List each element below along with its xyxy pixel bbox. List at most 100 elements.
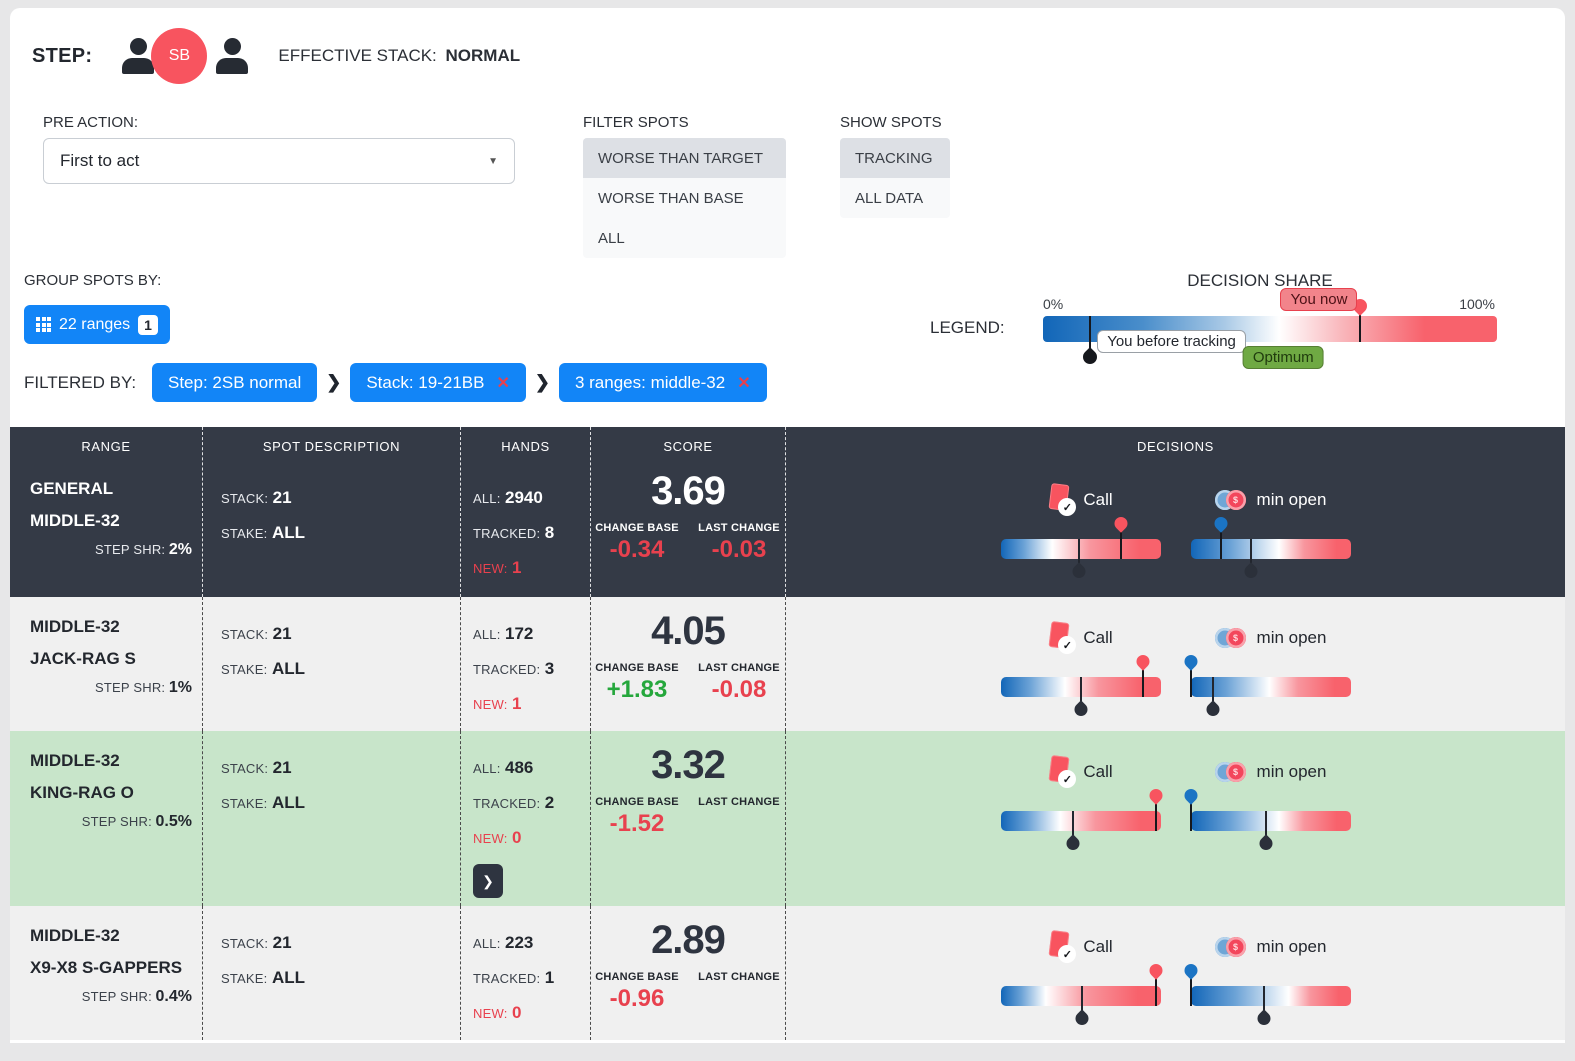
- tracked-label: TRACKED:: [473, 526, 541, 541]
- filter-chip-stack-label: Stack: 19-21BB: [366, 372, 485, 392]
- decision-share-title: DECISION SHARE: [1187, 271, 1333, 290]
- change-base-label: CHANGE BASE: [595, 662, 679, 674]
- new-value: 1: [511, 694, 522, 713]
- last-change-value: [695, 985, 783, 1013]
- change-base-label: CHANGE BASE: [595, 796, 679, 808]
- step-shr-value: 0.4%: [155, 988, 192, 1005]
- stake-value: ALL: [271, 793, 305, 812]
- stake-label: STAKE:: [221, 662, 268, 677]
- score-value: 3.69: [651, 469, 726, 513]
- call-card-icon: ✓: [1048, 483, 1077, 516]
- filter-option-worse-than-target[interactable]: WORSE THAN TARGET: [583, 138, 786, 178]
- show-spots-list: TRACKING ALL DATA: [840, 138, 950, 218]
- filter-option-all[interactable]: ALL: [598, 229, 625, 247]
- column-header-score: SCORE: [663, 439, 713, 454]
- last-change-value: -0.08: [711, 676, 767, 703]
- last-change-label: LAST CHANGE: [698, 971, 780, 983]
- filter-chip-step[interactable]: Step: 2SB normal: [152, 363, 318, 402]
- filter-option-worse-than-base[interactable]: WORSE THAN BASE: [598, 189, 744, 207]
- call-label: Call: [1083, 490, 1113, 509]
- poker-chips-icon: $: [1214, 761, 1248, 783]
- change-base-value: -1.52: [609, 810, 665, 837]
- table-row-selected[interactable]: MIDDLE-32 KING-RAG O STEP SHR: 0.5% STAC…: [10, 731, 1565, 906]
- legend-you-before-tooltip: You before tracking: [1097, 330, 1246, 353]
- group-spots-group: GROUP SPOTS BY: 22 ranges 1: [24, 272, 170, 344]
- all-label: ALL:: [473, 491, 501, 506]
- min-open-label: min open: [1256, 937, 1327, 956]
- step-shr-label: STEP SHR:: [81, 814, 152, 829]
- tracked-label: TRACKED:: [473, 796, 541, 811]
- decision-call: ✓ Call: [1000, 621, 1161, 719]
- decision-min-open: $ min open: [1190, 483, 1351, 581]
- step-shr-label: STEP SHR:: [95, 542, 166, 557]
- all-label: ALL:: [473, 627, 501, 642]
- expand-row-button[interactable]: ❯: [473, 864, 503, 898]
- filter-chip-stack[interactable]: Stack: 19-21BB ✕: [350, 363, 526, 402]
- filter-chip-step-label: Step: 2SB normal: [168, 372, 302, 392]
- score-value: 3.32: [651, 743, 726, 787]
- legend-you-now-tooltip: You now: [1280, 288, 1358, 311]
- all-label: ALL:: [473, 936, 501, 951]
- ranges-count-badge: 1: [138, 314, 158, 335]
- close-icon[interactable]: ✕: [496, 374, 510, 392]
- legend-you-before-marker: [1080, 316, 1101, 367]
- table-row[interactable]: MIDDLE-32 X9-X8 S-GAPPERS STEP SHR: 0.4%…: [10, 906, 1565, 1040]
- stake-value: ALL: [271, 968, 305, 987]
- range-name: MIDDLE-32: [30, 926, 120, 945]
- score-value: 2.89: [651, 918, 726, 962]
- ranges-group-button[interactable]: 22 ranges 1: [24, 305, 170, 344]
- decision-call: ✓ Call: [1000, 930, 1165, 1028]
- effective-stack: EFFECTIVE STACK: NORMAL: [278, 46, 520, 66]
- filter-chip-ranges[interactable]: 3 ranges: middle-32 ✕: [558, 363, 767, 402]
- stack-label: STACK:: [221, 627, 269, 642]
- spots-table: RANGE GENERAL MIDDLE-32 STEP SHR: 2% SPO…: [10, 427, 1565, 1040]
- close-icon[interactable]: ✕: [737, 374, 751, 392]
- last-change-label: LAST CHANGE: [698, 522, 780, 534]
- stake-label: STAKE:: [221, 526, 268, 541]
- tracked-value: 3: [544, 659, 555, 678]
- tracked-value: 2: [544, 793, 555, 812]
- show-option-tracking[interactable]: TRACKING: [840, 138, 950, 178]
- filtered-by-row: FILTERED BY: Step: 2SB normal ❯ Stack: 1…: [24, 363, 767, 402]
- table-row[interactable]: MIDDLE-32 JACK-RAG S STEP SHR: 1% STACK:…: [10, 597, 1565, 731]
- new-label: NEW:: [473, 697, 508, 712]
- stake-label: STAKE:: [221, 796, 268, 811]
- all-value: 486: [505, 758, 534, 777]
- new-value: 0: [511, 828, 522, 847]
- range-name: KING-RAG O: [30, 783, 134, 802]
- stake-label: STAKE:: [221, 971, 268, 986]
- last-change-value: -0.03: [711, 536, 767, 563]
- change-base-value: -0.96: [609, 985, 665, 1012]
- new-label: NEW:: [473, 1006, 508, 1021]
- min-open-share-bar: [1181, 961, 1351, 1028]
- decision-min-open: $ min open: [1181, 930, 1351, 1028]
- player-icon: [214, 38, 250, 78]
- stack-label: STACK:: [221, 936, 269, 951]
- pre-action-group: PRE ACTION: First to act ▼: [43, 114, 515, 184]
- decision-min-open: $ min open: [1181, 621, 1351, 719]
- pre-action-label: PRE ACTION:: [43, 114, 139, 131]
- chevron-right-icon: ❯: [326, 372, 342, 392]
- change-base-value: -0.34: [609, 536, 665, 563]
- step-shr-value: 1%: [168, 679, 192, 696]
- stack-label: STACK:: [221, 761, 269, 776]
- stake-value: ALL: [271, 659, 305, 678]
- new-value: 0: [511, 1003, 522, 1022]
- tracked-label: TRACKED:: [473, 662, 541, 677]
- legend-label: LEGEND:: [930, 318, 1005, 337]
- stack-value: 21: [272, 624, 292, 643]
- filter-spots-list: WORSE THAN TARGET WORSE THAN BASE ALL: [583, 138, 786, 258]
- step-shr-label: STEP SHR:: [95, 680, 166, 695]
- table-position-selector[interactable]: SB: [120, 26, 250, 86]
- chevron-right-icon: ❯: [534, 372, 550, 392]
- sb-position-badge[interactable]: SB: [151, 28, 208, 84]
- table-row[interactable]: RANGE GENERAL MIDDLE-32 STEP SHR: 2% SPO…: [10, 427, 1565, 597]
- legend-you-now-marker: [1350, 296, 1371, 342]
- pre-action-select[interactable]: First to act ▼: [43, 138, 515, 184]
- filter-spots-group: FILTER SPOTS WORSE THAN TARGET WORSE THA…: [583, 114, 786, 258]
- call-share-bar: [1000, 961, 1165, 1028]
- step-shr-label: STEP SHR:: [81, 989, 152, 1004]
- show-option-all-data[interactable]: ALL DATA: [855, 189, 924, 207]
- min-open-share-bar: [1181, 786, 1351, 853]
- column-header-decisions: DECISIONS: [1137, 439, 1214, 454]
